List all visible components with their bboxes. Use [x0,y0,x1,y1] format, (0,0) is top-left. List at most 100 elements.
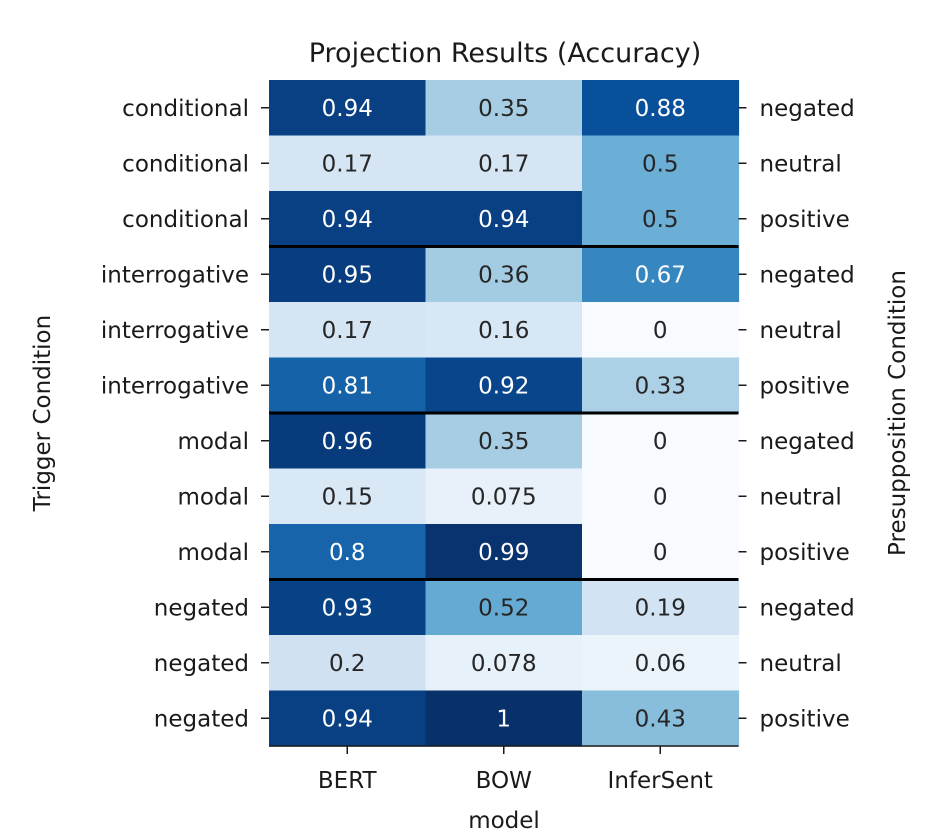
y-tick-label-left-6: modal [177,429,249,455]
cell-label-r0-c0: 0.94 [322,96,373,122]
y-tick-label-left-7: modal [177,484,249,510]
cell-label-r10-c2: 0.06 [635,651,686,677]
x-tick-label-1: BOW [476,768,532,794]
cell-label-r2-c0: 0.94 [322,207,373,233]
cell-label-r6-c2: 0 [653,429,668,455]
cell-label-r4-c0: 0.17 [322,318,373,344]
cell-label-r7-c2: 0 [653,484,668,510]
y-tick-label-right-7: neutral [760,484,842,510]
cell-label-r1-c2: 0.5 [642,151,679,177]
heatmap-cell-r8-c1 [425,524,583,581]
cell-label-r2-c1: 0.94 [478,207,529,233]
heatmap-cell-r6-c2 [582,413,740,470]
heatmap-cell-r1-c2 [582,135,740,192]
cell-label-r1-c1: 0.17 [478,151,529,177]
y-tick-label-right-8: positive [760,540,850,566]
cell-label-r5-c2: 0.33 [635,373,686,399]
heatmap-cell-r9-c2 [582,579,740,636]
heatmap-cell-r2-c0 [269,191,427,248]
y-tick-label-left-1: conditional [122,151,249,177]
heatmap-cell-r0-c0 [269,80,427,137]
heatmap-cell-r2-c1 [425,191,583,248]
y-tick-label-right-10: neutral [760,651,842,677]
cell-label-r3-c0: 0.95 [322,262,373,288]
heatmap-cell-r9-c0 [269,579,427,636]
cell-label-r8-c0: 0.8 [329,540,366,566]
heatmap-cell-r7-c0 [269,468,427,525]
heatmap-cell-r10-c0 [269,635,427,692]
cell-label-r10-c1: 0.078 [471,651,537,677]
cell-label-r4-c1: 0.16 [478,318,529,344]
cell-label-r11-c2: 0.43 [635,706,686,732]
y-tick-label-right-2: positive [760,207,850,233]
x-tick-label-0: BERT [318,768,378,794]
y-tick-label-left-0: conditional [122,96,249,122]
cell-label-r0-c1: 0.35 [478,96,529,122]
y-tick-label-left-8: modal [177,540,249,566]
heatmap-cell-r3-c1 [425,246,583,303]
cell-label-r11-c1: 1 [496,706,511,732]
cell-label-r3-c2: 0.67 [635,262,686,288]
heatmap-cell-r11-c0 [269,690,427,747]
y-tick-label-right-1: neutral [760,151,842,177]
y-tick-label-right-11: positive [760,706,850,732]
y-tick-label-right-9: negated [760,595,855,621]
cell-label-r7-c1: 0.075 [471,484,537,510]
cell-label-r6-c0: 0.96 [322,429,373,455]
cell-label-r10-c0: 0.2 [329,651,366,677]
heatmap-cell-r4-c0 [269,302,427,359]
heatmap-cell-r7-c2 [582,468,740,525]
cell-label-r9-c0: 0.93 [322,595,373,621]
cell-label-r2-c2: 0.5 [642,207,679,233]
heatmap-cell-labels: 0.94 0.35 0.88 0.17 0.17 0.5 0.94 0.94 0.5 0.95 0.… [322,96,686,733]
y-tick-label-right-6: negated [760,429,855,455]
heatmap-cell-r6-c1 [425,413,583,470]
heatmap-cell-r7-c1 [425,468,583,525]
heatmap-cell-r10-c2 [582,635,740,692]
y-axis-label-right: Presupposition Condition [885,270,911,556]
x-tick-label-2: InferSent [608,768,713,794]
heatmap-cell-r9-c1 [425,579,583,636]
y-tick-label-left-5: interrogative [101,373,249,399]
cell-label-r5-c1: 0.92 [478,373,529,399]
heatmap-cells [269,80,740,747]
heatmap-cell-r1-c0 [269,135,427,192]
heatmap-cell-r11-c2 [582,690,740,747]
heatmap-cell-r0-c1 [425,80,583,137]
y-tick-label-right-3: negated [760,262,855,288]
heatmap-cell-r5-c1 [425,357,583,414]
heatmap-cell-r8-c0 [269,524,427,581]
heatmap-cell-r4-c1 [425,302,583,359]
cell-label-r7-c0: 0.15 [322,484,373,510]
heatmap-cell-r0-c2 [582,80,740,137]
chart-title: Projection Results (Accuracy) [309,38,702,69]
heatmap-cell-r11-c1 [425,690,583,747]
cell-label-r11-c0: 0.94 [322,706,373,732]
group-separators [269,245,739,581]
heatmap-cell-r6-c0 [269,413,427,470]
y-axis-label-left: Trigger Condition [30,315,56,512]
heatmap-cell-r8-c2 [582,524,740,581]
axes: conditional negated conditional neutral cond… [101,96,855,794]
y-tick-label-right-0: negated [760,96,855,122]
x-axis-label: model [468,808,540,834]
heatmap-cell-r10-c1 [425,635,583,692]
cell-label-r8-c2: 0 [653,540,668,566]
y-tick-label-left-4: interrogative [101,318,249,344]
cell-label-r0-c2: 0.88 [635,96,686,122]
cell-label-r9-c2: 0.19 [635,595,686,621]
cell-label-r3-c1: 0.36 [478,262,529,288]
y-tick-label-left-9: negated [154,595,249,621]
y-tick-label-left-2: conditional [122,207,249,233]
heatmap-cell-r1-c1 [425,135,583,192]
cell-label-r8-c1: 0.99 [478,540,529,566]
y-tick-label-right-5: positive [760,373,850,399]
y-tick-label-left-11: negated [154,706,249,732]
heatmap-cell-r4-c2 [582,302,740,359]
cell-label-r6-c1: 0.35 [478,429,529,455]
y-tick-label-right-4: neutral [760,318,842,344]
cell-label-r5-c0: 0.81 [322,373,373,399]
heatmap-cell-r3-c2 [582,246,740,303]
heatmap-cell-r2-c2 [582,191,740,248]
